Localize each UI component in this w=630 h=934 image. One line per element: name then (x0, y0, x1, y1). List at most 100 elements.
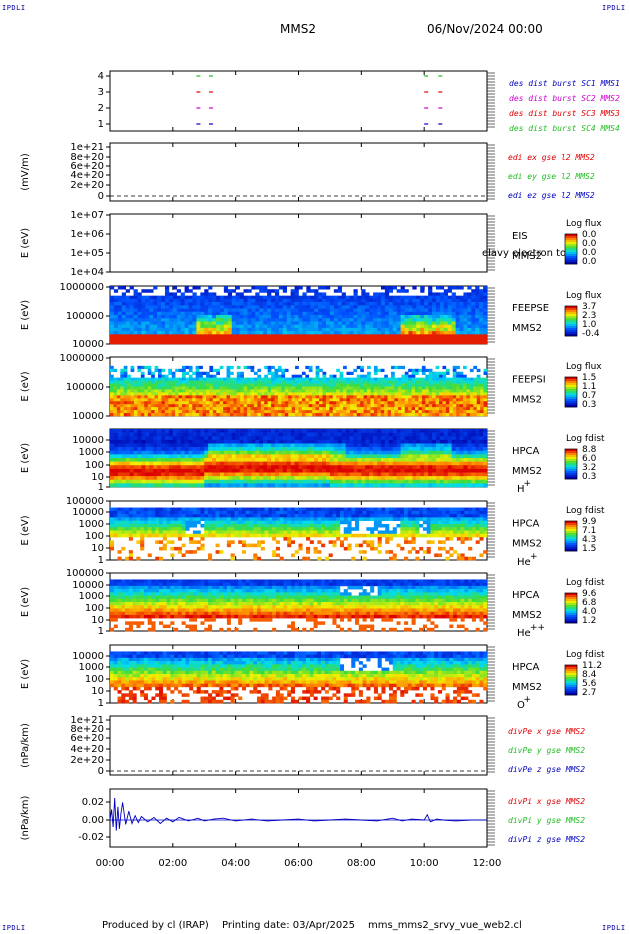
spectrogram-cell (204, 458, 209, 462)
spectrogram-cell (171, 410, 176, 414)
spectrogram-cell (125, 476, 130, 481)
spectrogram-cell (192, 321, 197, 325)
spectrogram-cell (483, 295, 488, 300)
spectrogram-cell (361, 305, 366, 309)
spectrogram-cell (195, 392, 200, 396)
spectrogram-cell (188, 439, 193, 444)
spectrogram-cell (188, 374, 193, 378)
spectrogram-cell (404, 476, 409, 481)
spectrogram-cell (396, 429, 401, 433)
spectrogram-cell (401, 398, 406, 402)
spectrogram-cell (164, 302, 170, 306)
spectrogram-cell (408, 389, 412, 393)
spectrogram-cell (188, 461, 193, 466)
spectrogram-cell (353, 443, 358, 448)
spectrogram-cell (277, 380, 282, 384)
spectrogram-cell (205, 407, 210, 411)
spectrogram-cell (373, 447, 378, 452)
spectrogram-cell (373, 308, 378, 313)
spectrogram-cell (443, 337, 449, 342)
spectrogram-cell (205, 401, 210, 405)
spectrogram-cell (282, 331, 288, 335)
spectrogram-cell (286, 295, 291, 300)
spectrogram-cell (144, 386, 148, 390)
spectrogram-cell (264, 395, 268, 399)
spectrogram-cell (235, 334, 240, 338)
spectrogram-cell (125, 318, 130, 322)
spectrogram-cell (319, 395, 323, 399)
spectrogram-cell (356, 413, 361, 417)
spectrogram-cell (329, 395, 334, 399)
spectrogram-cell (428, 439, 433, 444)
spectrogram-cell (188, 447, 193, 452)
spectrogram-cell (168, 295, 174, 300)
spectrogram-cell (204, 429, 209, 433)
spectrogram-cell (271, 305, 276, 309)
spectrogram-cell (255, 295, 260, 300)
spectrogram-cell (212, 429, 217, 433)
spectrogram-cell (322, 395, 327, 399)
spectrogram-cell (483, 392, 488, 396)
spectrogram-cell (310, 476, 315, 481)
spectrogram-cell (357, 429, 362, 433)
spectrogram-cell (339, 383, 344, 387)
spectrogram-cell (133, 318, 138, 322)
spectrogram-cell (455, 340, 460, 345)
spectrogram-cell (400, 321, 405, 325)
spectrogram-cell (164, 305, 170, 309)
spectrogram-cell (240, 383, 244, 387)
spectrogram-cell (357, 458, 362, 462)
spectrogram-cell (129, 476, 134, 481)
spectrogram-cell (439, 324, 445, 329)
spectrogram-cell (129, 327, 134, 332)
spectrogram-cell (164, 410, 169, 414)
spectrogram-cell (473, 365, 478, 370)
spectrogram-cell (471, 321, 476, 325)
spectrogram-cell (416, 461, 421, 466)
spectrogram-cell (463, 454, 468, 459)
spectrogram-cell (129, 340, 134, 345)
spectrogram-cell (223, 308, 229, 313)
spectrogram-cell (172, 454, 178, 459)
spectrogram-cell (401, 389, 406, 393)
spectrogram-cell (373, 377, 378, 381)
spectrogram-cell (420, 302, 425, 306)
spectrogram-cell (337, 472, 342, 477)
spectrogram-cell (255, 321, 260, 325)
spectrogram-cell (295, 413, 299, 417)
spectrogram-cell (363, 401, 368, 405)
spectrogram-cell (396, 289, 401, 293)
spectrogram-cell (168, 461, 174, 466)
spectrogram-cell (219, 476, 225, 481)
spectrogram-cell (172, 308, 178, 313)
spectrogram-cell (274, 295, 280, 300)
spectrogram-cell (360, 380, 364, 384)
spectrogram-cell (199, 371, 203, 375)
spectrogram-cell (365, 318, 370, 322)
spectrogram-cell (456, 383, 460, 387)
spectrogram-cell (253, 407, 258, 411)
spectrogram-cell (172, 295, 178, 300)
spectrogram-cell (325, 404, 330, 408)
spectrogram-cell (157, 389, 162, 393)
spectrogram-cell (349, 461, 354, 466)
spectrogram-cell (130, 407, 135, 411)
spectrogram-cell (184, 334, 189, 338)
spectrogram-cell (120, 374, 125, 378)
spectrogram-cell (290, 468, 295, 473)
spectrogram-cell (154, 395, 159, 399)
spectrogram-cell (263, 340, 268, 345)
spectrogram-cell (322, 374, 327, 378)
spectrogram-cell (318, 340, 323, 345)
spectrogram-cell (421, 380, 426, 384)
spectrogram-cell (356, 380, 361, 384)
spectrogram-cell (255, 340, 260, 345)
spectrogram-cell (157, 450, 162, 455)
spectrogram-cell (435, 479, 441, 484)
spectrogram-cell (322, 380, 327, 384)
spectrogram-cell (466, 404, 471, 408)
spectrogram-cell (459, 324, 464, 329)
spectrogram-cell (236, 365, 241, 370)
spectrogram-cell (257, 401, 262, 405)
spectrogram-cell (205, 380, 210, 384)
